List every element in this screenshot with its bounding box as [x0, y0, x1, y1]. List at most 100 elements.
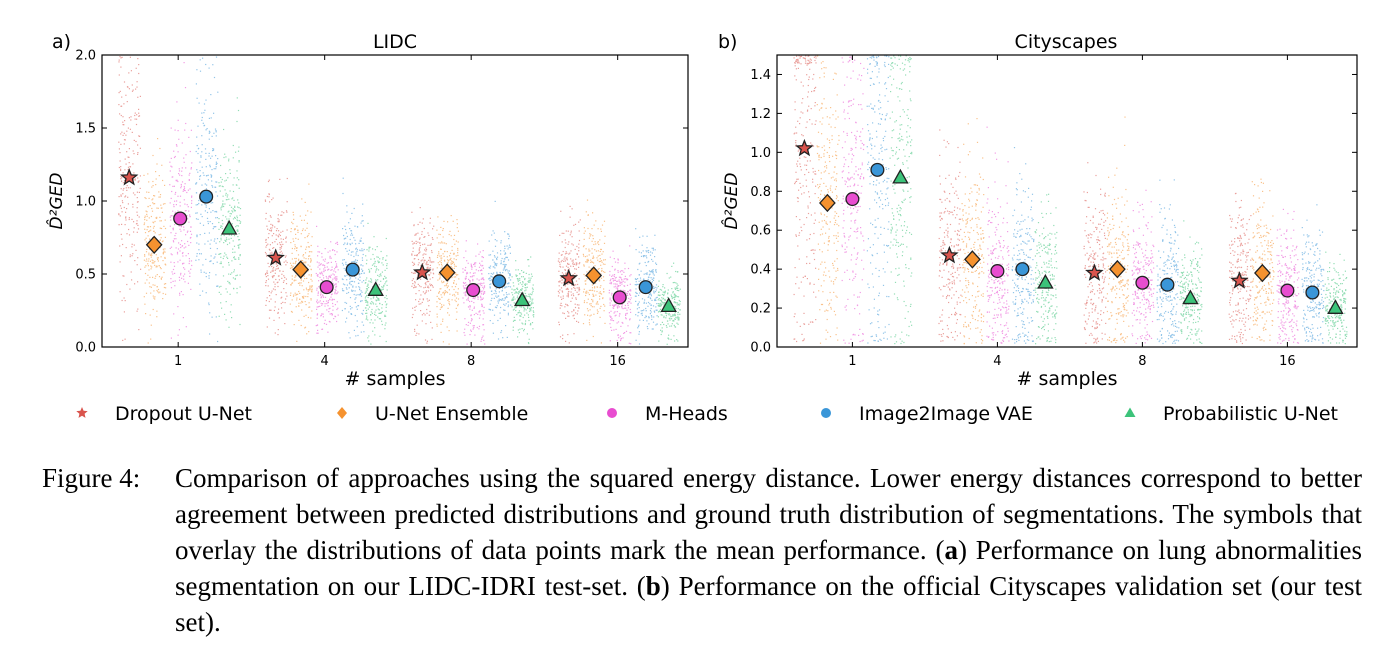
- sample-point: [275, 263, 277, 265]
- sample-point: [794, 75, 796, 77]
- sample-point: [654, 298, 656, 300]
- sample-point: [318, 262, 320, 264]
- sample-point: [159, 291, 161, 293]
- sample-point: [232, 197, 234, 199]
- sample-point: [640, 313, 642, 315]
- sample-point: [283, 312, 285, 314]
- sample-point: [527, 300, 529, 302]
- sample-point: [597, 242, 599, 244]
- sample-point: [427, 266, 429, 268]
- sample-point: [207, 174, 209, 176]
- sample-point: [191, 202, 193, 204]
- sample-point: [301, 285, 303, 287]
- sample-point: [562, 266, 564, 268]
- sample-point: [645, 302, 647, 304]
- sample-point: [320, 263, 322, 265]
- sample-point: [504, 304, 506, 306]
- sample-point: [277, 311, 279, 314]
- sample-point: [576, 320, 578, 322]
- sample-point: [815, 296, 817, 298]
- sample-point: [956, 214, 958, 216]
- sample-point: [293, 324, 295, 326]
- sample-point: [147, 235, 149, 237]
- sample-point: [274, 306, 276, 308]
- sample-point: [372, 248, 374, 250]
- sample-point: [656, 287, 658, 289]
- sample-point: [567, 292, 569, 295]
- sample-point: [599, 279, 601, 281]
- sample-point: [1091, 325, 1093, 328]
- sample-point: [637, 326, 640, 328]
- sample-point: [186, 191, 188, 194]
- sample-point: [183, 199, 185, 201]
- sample-point: [237, 150, 240, 152]
- sample-point: [949, 279, 951, 281]
- sample-point: [578, 247, 580, 249]
- sample-point: [489, 303, 491, 305]
- sample-point: [382, 286, 384, 288]
- sample-point: [213, 112, 215, 114]
- sample-point: [624, 291, 626, 293]
- sample-point: [302, 255, 304, 257]
- sample-point: [489, 286, 491, 288]
- sample-point: [132, 253, 134, 255]
- sample-point: [163, 225, 165, 227]
- sample-point: [119, 245, 121, 247]
- sample-point: [129, 128, 131, 130]
- sample-point: [270, 230, 272, 232]
- sample-point: [169, 184, 171, 186]
- sample-point: [118, 61, 120, 63]
- sample-point: [941, 320, 943, 322]
- sample-point: [1083, 245, 1085, 247]
- sample-point: [367, 284, 369, 286]
- sample-point: [587, 259, 590, 262]
- sample-point: [218, 286, 221, 288]
- sample-point: [307, 241, 309, 244]
- sample-point: [414, 328, 416, 330]
- sample-point: [265, 300, 267, 302]
- sample-point: [793, 316, 795, 318]
- sample-point: [559, 281, 561, 283]
- sample-point: [662, 286, 664, 288]
- sample-point: [136, 222, 138, 225]
- sample-point: [183, 247, 185, 249]
- sample-point: [310, 260, 312, 262]
- sample-point: [368, 250, 370, 252]
- sample-point: [291, 278, 293, 280]
- sample-point: [520, 312, 522, 314]
- sample-point: [797, 178, 799, 180]
- mean-marker: [585, 266, 603, 285]
- sample-point: [577, 321, 580, 323]
- sample-point: [619, 284, 621, 287]
- sample-point: [211, 175, 213, 177]
- sample-point: [162, 292, 164, 295]
- sample-point: [610, 281, 612, 283]
- sample-point: [651, 318, 653, 321]
- sample-point: [448, 298, 450, 300]
- sample-point: [608, 292, 610, 294]
- sample-point: [651, 269, 653, 272]
- sample-point: [527, 295, 529, 297]
- sample-point: [184, 183, 186, 185]
- sample-point: [138, 64, 140, 66]
- sample-point: [479, 295, 482, 297]
- sample-point: [616, 288, 619, 290]
- sample-point: [297, 229, 299, 231]
- sample-point: [184, 281, 186, 283]
- sample-point: [132, 163, 134, 165]
- sample-point: [196, 255, 198, 257]
- sample-point: [170, 246, 173, 248]
- sample-point: [494, 267, 496, 269]
- sample-point: [211, 155, 213, 157]
- sample-point: [317, 306, 319, 308]
- sample-point: [625, 292, 627, 294]
- sample-point: [237, 220, 239, 222]
- sample-point: [316, 306, 318, 308]
- sample-point: [805, 60, 807, 62]
- sample-point: [655, 299, 657, 301]
- sample-point: [183, 278, 185, 280]
- sample-point: [154, 277, 156, 279]
- sample-point: [231, 223, 233, 225]
- sample-point: [416, 255, 418, 257]
- sample-point: [946, 210, 949, 212]
